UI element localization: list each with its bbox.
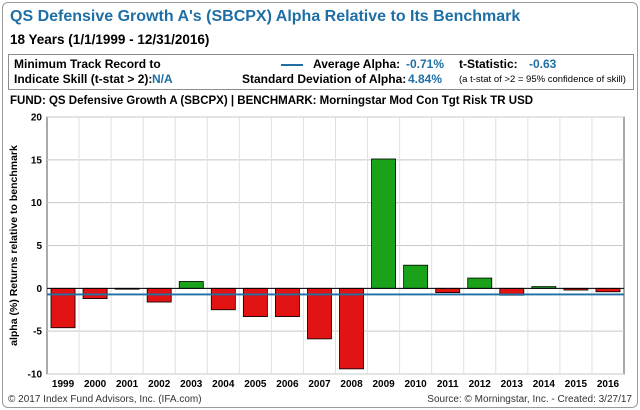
std-dev-label: Standard Deviation of Alpha:: [242, 72, 407, 86]
t-statistic-label: t-Statistic:: [459, 57, 518, 71]
bar-2007: [307, 287, 332, 340]
average-alpha-label: Average Alpha:: [313, 57, 401, 71]
bar-2009: [371, 158, 397, 289]
min-track-label-line1: Minimum Track Record to: [14, 57, 161, 71]
t-statistic-value: -0.63: [529, 57, 557, 71]
bar-2016: [595, 287, 621, 293]
x-tick-label: 2011: [437, 379, 459, 390]
y-tick-label: 20: [31, 113, 43, 124]
y-axis-label: alpha (%) Returns relative to benchmark: [8, 145, 20, 346]
x-tick-label: 2013: [501, 379, 524, 390]
x-tick-label: 2000: [84, 379, 107, 390]
bar-2012: [467, 277, 493, 289]
bar-2011: [435, 287, 461, 294]
bar-2005: [242, 287, 268, 318]
y-tick-label: -5: [33, 327, 42, 338]
bar-2010: [403, 264, 429, 289]
x-tick-label: 2008: [340, 379, 363, 390]
t-statistic-note: (a t-stat of >2 = 95% confidence of skil…: [459, 74, 626, 85]
y-tick-label: -10: [28, 370, 43, 381]
y-tick-label: 0: [36, 284, 42, 295]
chart-title: QS Defensive Growth A's (SBCPX) Alpha Re…: [10, 8, 521, 25]
x-tick-label: 1999: [52, 379, 75, 390]
footer-source: Source: © Morningstar, Inc. - Created: 3…: [427, 394, 632, 405]
bar-2003: [178, 281, 204, 289]
x-tick-label: 2004: [212, 379, 235, 390]
x-tick-label: 2002: [148, 379, 171, 390]
x-tick-label: 2006: [276, 379, 299, 390]
x-tick-label: 2003: [180, 379, 203, 390]
y-tick-label: 10: [31, 198, 43, 209]
y-tick-label: 15: [31, 155, 43, 166]
x-tick-label: 2016: [597, 379, 620, 390]
x-tick-label: 2005: [244, 379, 267, 390]
min-track-label-line2: Indicate Skill (t-stat > 2):: [14, 72, 153, 86]
x-tick-label: 2012: [469, 379, 492, 390]
bar-2008: [339, 287, 364, 370]
bar-2000: [82, 287, 108, 300]
chart-subtitle: 18 Years (1/1/1999 - 12/31/2016): [10, 32, 210, 47]
x-tick-label: 2014: [533, 379, 556, 390]
y-tick-label: 5: [36, 241, 42, 252]
x-tick-label: 2007: [308, 379, 331, 390]
x-tick-label: 2001: [116, 379, 139, 390]
footer-copyright: © 2017 Index Fund Advisors, Inc. (IFA.co…: [8, 394, 202, 405]
x-tick-label: 2010: [405, 379, 428, 390]
stats-box: Minimum Track Record to Indicate Skill (…: [8, 54, 634, 90]
std-dev-value: 4.84%: [408, 72, 443, 86]
bar-2006: [274, 287, 300, 318]
x-tick-label: 2015: [565, 379, 588, 390]
bar-2004: [210, 287, 236, 311]
average-alpha-legend-line: [281, 64, 303, 66]
fund-benchmark-line: FUND: QS Defensive Growth A (SBCPX) | BE…: [10, 95, 534, 107]
min-track-value: N/A: [152, 72, 173, 86]
x-tick-label: 2009: [372, 379, 395, 390]
average-alpha-value: -0.71%: [406, 57, 445, 71]
